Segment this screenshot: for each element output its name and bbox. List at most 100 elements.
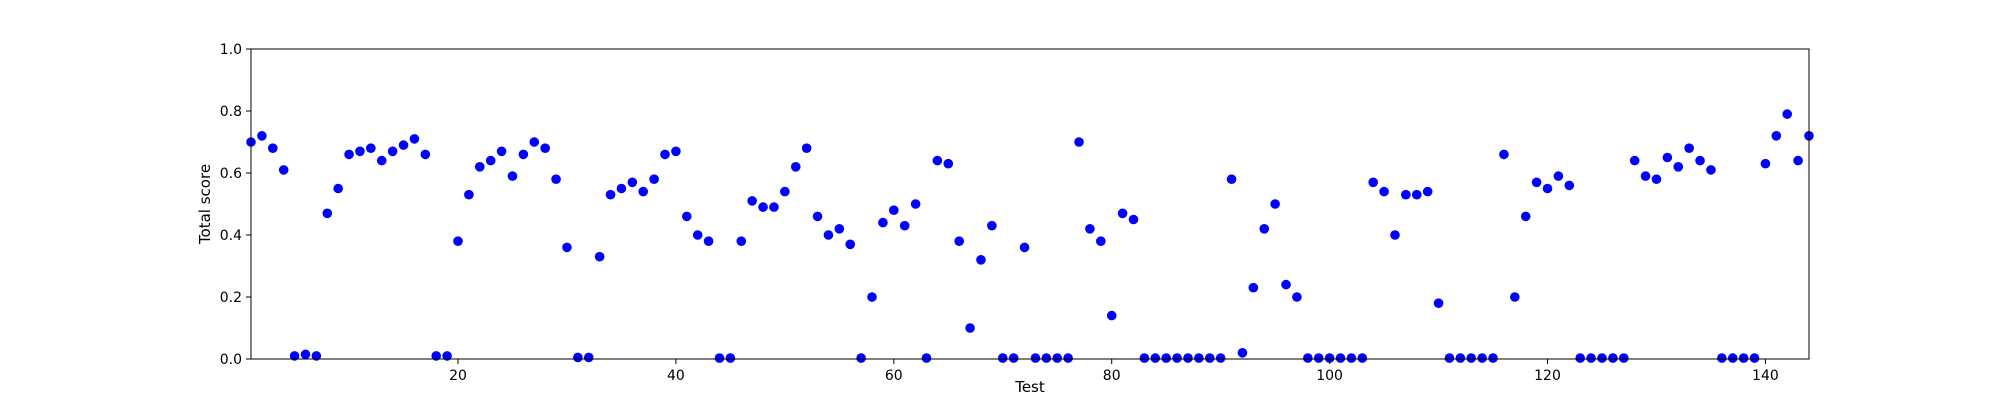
y-tick-label: 0.4 [220,228,242,244]
data-point [1172,353,1182,363]
x-tick-label: 80 [1103,368,1121,384]
data-point [1575,353,1585,363]
data-point [1629,155,1640,166]
data-point [910,199,921,209]
data-point [1226,174,1237,184]
data-point [1204,353,1215,363]
data-point [1695,155,1705,166]
data-point [1444,353,1455,363]
data-point [627,177,638,188]
data-point [1706,165,1716,175]
data-point [867,292,877,302]
data-point [1074,137,1084,147]
data-point [834,224,845,234]
data-point [518,149,529,160]
data-point [442,351,452,361]
data-point [267,143,278,153]
y-axis-label: Total score [196,164,214,245]
data-point [1499,149,1509,160]
data-point [1793,155,1803,166]
y-tick-label: 1.0 [220,42,242,58]
data-point [1608,353,1618,363]
data-point [1411,189,1422,200]
data-point [1303,353,1313,363]
data-point [845,239,856,250]
data-point [997,353,1008,363]
data-point [551,174,561,184]
data-point [747,196,757,206]
data-point [823,230,834,240]
plot-frame [250,48,1810,360]
data-point [485,155,496,166]
data-point [475,162,485,172]
data-point [257,131,267,141]
x-tick-label: 140 [1752,368,1779,384]
data-point [529,137,540,147]
x-axis-label: Test [1014,378,1045,396]
data-point [333,183,343,194]
data-point [605,189,616,200]
data-point [812,211,823,222]
data-point [856,353,866,363]
data-point [496,146,507,157]
y-tick-label: 0.2 [220,290,242,306]
y-tick-label: 0.8 [220,104,242,120]
data-point [1041,353,1052,363]
data-point [1270,199,1280,209]
data-point [660,149,670,160]
data-point [780,186,790,197]
data-point [1662,152,1673,163]
data-point [943,158,954,169]
data-point [398,140,409,150]
data-point [409,134,420,144]
data-point [1259,224,1270,234]
data-point [562,242,572,253]
data-point [366,143,376,153]
data-point [703,236,714,246]
data-point [1019,242,1030,253]
data-point [1727,353,1738,363]
data-point [1128,214,1139,225]
data-point [1782,109,1793,119]
data-point [638,186,649,197]
data-point [1324,353,1335,363]
data-point [801,143,812,153]
data-point [453,236,463,246]
data-point [899,220,910,231]
data-point [387,146,398,157]
data-point [355,146,365,157]
data-point [1096,236,1106,246]
data-point [1542,183,1553,194]
data-point [1466,353,1477,363]
x-tick-label: 100 [1316,368,1343,384]
data-point [976,254,986,265]
data-point [965,323,975,333]
data-point [682,211,692,222]
data-point [1738,353,1749,363]
data-point [1651,174,1662,184]
data-point [540,143,550,153]
data-point [1597,353,1607,363]
data-point [1030,353,1041,363]
data-point [1248,282,1259,293]
data-point [1673,162,1684,172]
data-point [1379,186,1389,197]
x-tick-label: 20 [449,368,467,384]
data-point [322,208,333,219]
data-point [1433,298,1444,309]
data-point [1117,208,1128,219]
data-point [1488,353,1498,363]
data-point [790,162,801,172]
data-point [1346,353,1357,363]
data-point [1684,143,1694,153]
data-point [1281,279,1291,290]
data-point [507,171,518,181]
y-axis-ticks: 0.0 0.2 0.4 0.6 0.8 1.0 [220,42,251,368]
data-point [1183,353,1193,363]
data-point [1063,353,1073,363]
data-point [1531,177,1542,188]
data-point [376,155,387,166]
data-point [583,352,594,363]
